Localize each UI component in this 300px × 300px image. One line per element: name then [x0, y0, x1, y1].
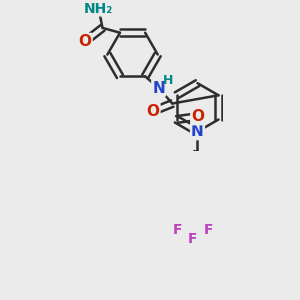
Text: F: F — [188, 232, 197, 246]
Text: H: H — [163, 74, 174, 87]
Text: F: F — [172, 223, 182, 236]
Text: O: O — [191, 109, 204, 124]
Text: F: F — [203, 223, 213, 236]
Text: NH₂: NH₂ — [84, 2, 113, 16]
Text: O: O — [146, 104, 159, 119]
Text: O: O — [79, 34, 92, 49]
Text: N: N — [152, 80, 165, 95]
Text: N: N — [191, 124, 204, 139]
